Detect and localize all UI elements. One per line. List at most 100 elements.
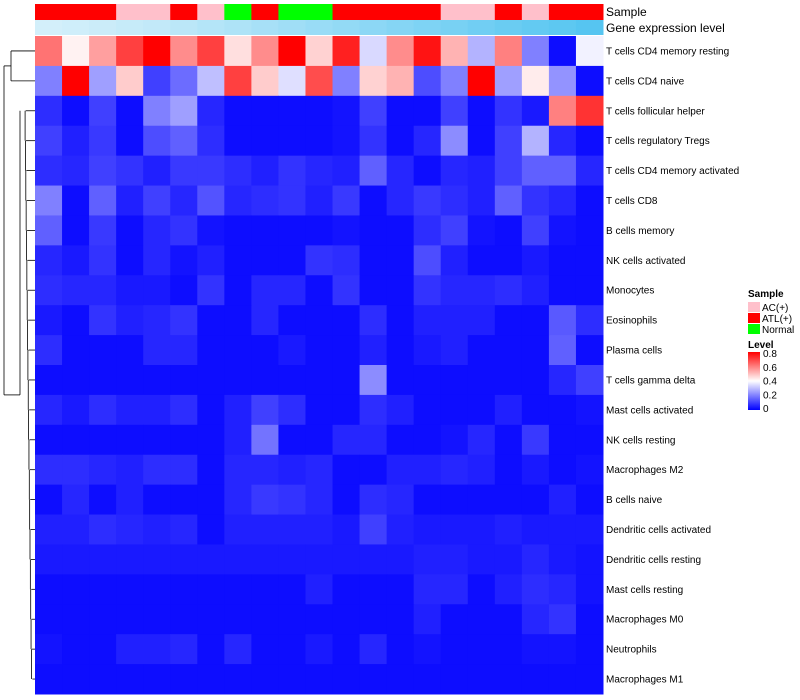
heatmap-cell (467, 544, 496, 575)
heatmap-cell (251, 65, 279, 97)
heatmap-cell (494, 394, 523, 426)
heatmap-cell (251, 574, 279, 605)
heatmap-cell (440, 454, 469, 486)
heatmap-cell (413, 664, 442, 695)
heatmap-cell (359, 245, 388, 276)
heatmap-cell (116, 454, 144, 486)
heatmap-cell (116, 335, 144, 366)
heatmap-cell (251, 155, 279, 187)
heatmap-cell (386, 155, 415, 187)
heatmap-cell (467, 394, 496, 426)
heatmap-cell (386, 394, 415, 426)
heatmap-cell (413, 514, 442, 545)
heatmap-cell (197, 215, 225, 246)
heatmap-cell (224, 365, 252, 396)
heatmap-cell (332, 245, 361, 276)
row-label: Dendritic cells activated (606, 525, 711, 536)
legend-level-tick-label: 0.4 (763, 377, 777, 388)
heatmap-cell (197, 245, 225, 276)
heatmap-cell (35, 215, 63, 246)
heatmap-cell (521, 185, 550, 216)
heatmap-cell (359, 394, 388, 426)
heatmap-cell (197, 664, 225, 695)
sample-track-label: Sample (606, 5, 647, 19)
heatmap-cell (440, 215, 469, 246)
heatmap-cell (197, 514, 225, 545)
heatmap-cell (305, 155, 334, 187)
heatmap-cell (467, 514, 496, 545)
heatmap-cell (521, 574, 550, 605)
heatmap-cell (251, 664, 279, 695)
heatmap-cell (305, 65, 334, 97)
heatmap-cell (467, 245, 496, 276)
heatmap-cell (386, 275, 415, 306)
sample-annotation-cell (332, 4, 361, 20)
heatmap-cell (35, 65, 63, 97)
heatmap-cell (548, 305, 577, 336)
sample-annotation-cell (197, 4, 225, 20)
heatmap-cell (278, 305, 306, 336)
heatmap-cell (575, 155, 604, 187)
heatmap-cell (251, 275, 279, 306)
heatmap-cell (305, 125, 334, 157)
heatmap-cell (197, 155, 225, 187)
heatmap-cell (224, 424, 252, 456)
heatmap-cell (251, 394, 279, 426)
heatmap-cell (116, 394, 144, 426)
heatmap-cell (521, 305, 550, 336)
heatmap-cell (224, 394, 252, 426)
heatmap-cell (89, 215, 117, 246)
heatmap-cell (521, 125, 550, 157)
heatmap-cell (305, 514, 334, 545)
heatmap-cell (89, 604, 117, 635)
heatmap-cell (521, 544, 550, 575)
heatmap-cell (305, 245, 334, 276)
heatmap-cell (251, 95, 279, 127)
row-labels: T cells CD4 memory resting T cells CD4 na… (606, 46, 739, 685)
heatmap-cell (62, 394, 90, 426)
heatmap-cell (575, 574, 604, 605)
heatmap-cell (170, 664, 198, 695)
heatmap-cell (197, 275, 225, 306)
heatmap-cell (62, 574, 90, 605)
sample-annotation-cell (548, 4, 577, 20)
heatmap-cell (89, 125, 117, 157)
heatmap-cell (62, 634, 90, 665)
heatmap-cell (575, 275, 604, 306)
heatmap-cell (35, 185, 63, 216)
heatmap-cell (332, 604, 361, 635)
heatmap-cell (251, 185, 279, 216)
heatmap-cell (386, 514, 415, 545)
heatmap-cell (359, 215, 388, 246)
heatmap-cell (494, 365, 523, 396)
heatmap-cell (494, 275, 523, 306)
heatmap-cell (440, 95, 469, 127)
heatmap-cell (548, 574, 577, 605)
heatmap-cell (467, 125, 496, 157)
legend-level-tick-label: 0.2 (763, 390, 777, 401)
heatmap-cell (224, 634, 252, 665)
heatmap-cell (521, 664, 550, 695)
heatmap-cell (251, 305, 279, 336)
heatmap-cell (359, 514, 388, 545)
heatmap-cell (116, 125, 144, 157)
heatmap-cell (467, 65, 496, 97)
sample-annotation-track (35, 4, 604, 20)
heatmap-cell (575, 365, 604, 396)
heatmap-cell (143, 365, 171, 396)
heatmap-cell (170, 185, 198, 216)
heatmap-cell (62, 604, 90, 635)
heatmap-cell (89, 365, 117, 396)
heatmap-cell (413, 574, 442, 605)
heatmap-cell (35, 155, 63, 187)
heatmap-cell (440, 544, 469, 575)
heatmap-cell (386, 664, 415, 695)
heatmap-cell (413, 155, 442, 187)
heatmap-cell (440, 245, 469, 276)
heatmap-cell (575, 185, 604, 216)
heatmap-cell (575, 305, 604, 336)
heatmap-cell (305, 574, 334, 605)
expression-annotation-track (35, 20, 604, 35)
heatmap-cell (359, 185, 388, 216)
